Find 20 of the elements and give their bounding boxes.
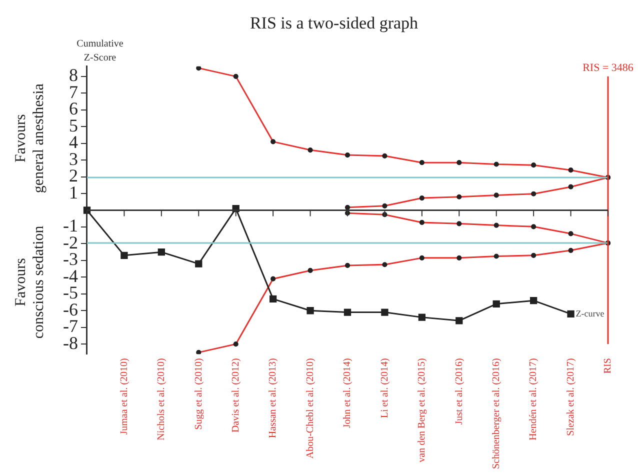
x-tick-label: van den Berg et al. (2015)	[416, 358, 428, 462]
chart-title: RIS is a two-sided graph	[250, 14, 419, 33]
x-tick-label: Just et al. (2016)	[454, 358, 465, 425]
text: Favours conscious sedation	[12, 225, 47, 339]
x-tick-label: Schönenberger et al. (2016)	[490, 358, 502, 469]
x-tick-label: Abou-Chebl et al. (2010)	[304, 358, 316, 459]
x-tick-label: Hendén et al. (2017)	[528, 358, 540, 440]
text: Favours general anesthesia	[12, 83, 47, 194]
x-tick-label: Jumaa et al. (2010)	[118, 358, 130, 435]
y-axis-title: Cumulative Z-Score	[76, 38, 124, 64]
x-tick-label: Nichols et al. (2010)	[156, 358, 168, 440]
x-tick-label: Hassan et al. (2013)	[268, 358, 279, 438]
x-tick-label: Sugg et al. (2010)	[193, 358, 204, 430]
series-label: Z-curve	[576, 308, 604, 318]
ref-line-label: RIS = 3486	[582, 62, 634, 74]
x-tick-label: Slezak et al. (2017)	[565, 358, 576, 436]
x-tick-label: Li et al. (2014)	[379, 358, 390, 418]
x-tick-label: RIS	[602, 358, 614, 374]
x-tick-label: John et al. (2014)	[342, 358, 354, 428]
x-tick-label: Davis et al. (2012)	[230, 358, 242, 433]
